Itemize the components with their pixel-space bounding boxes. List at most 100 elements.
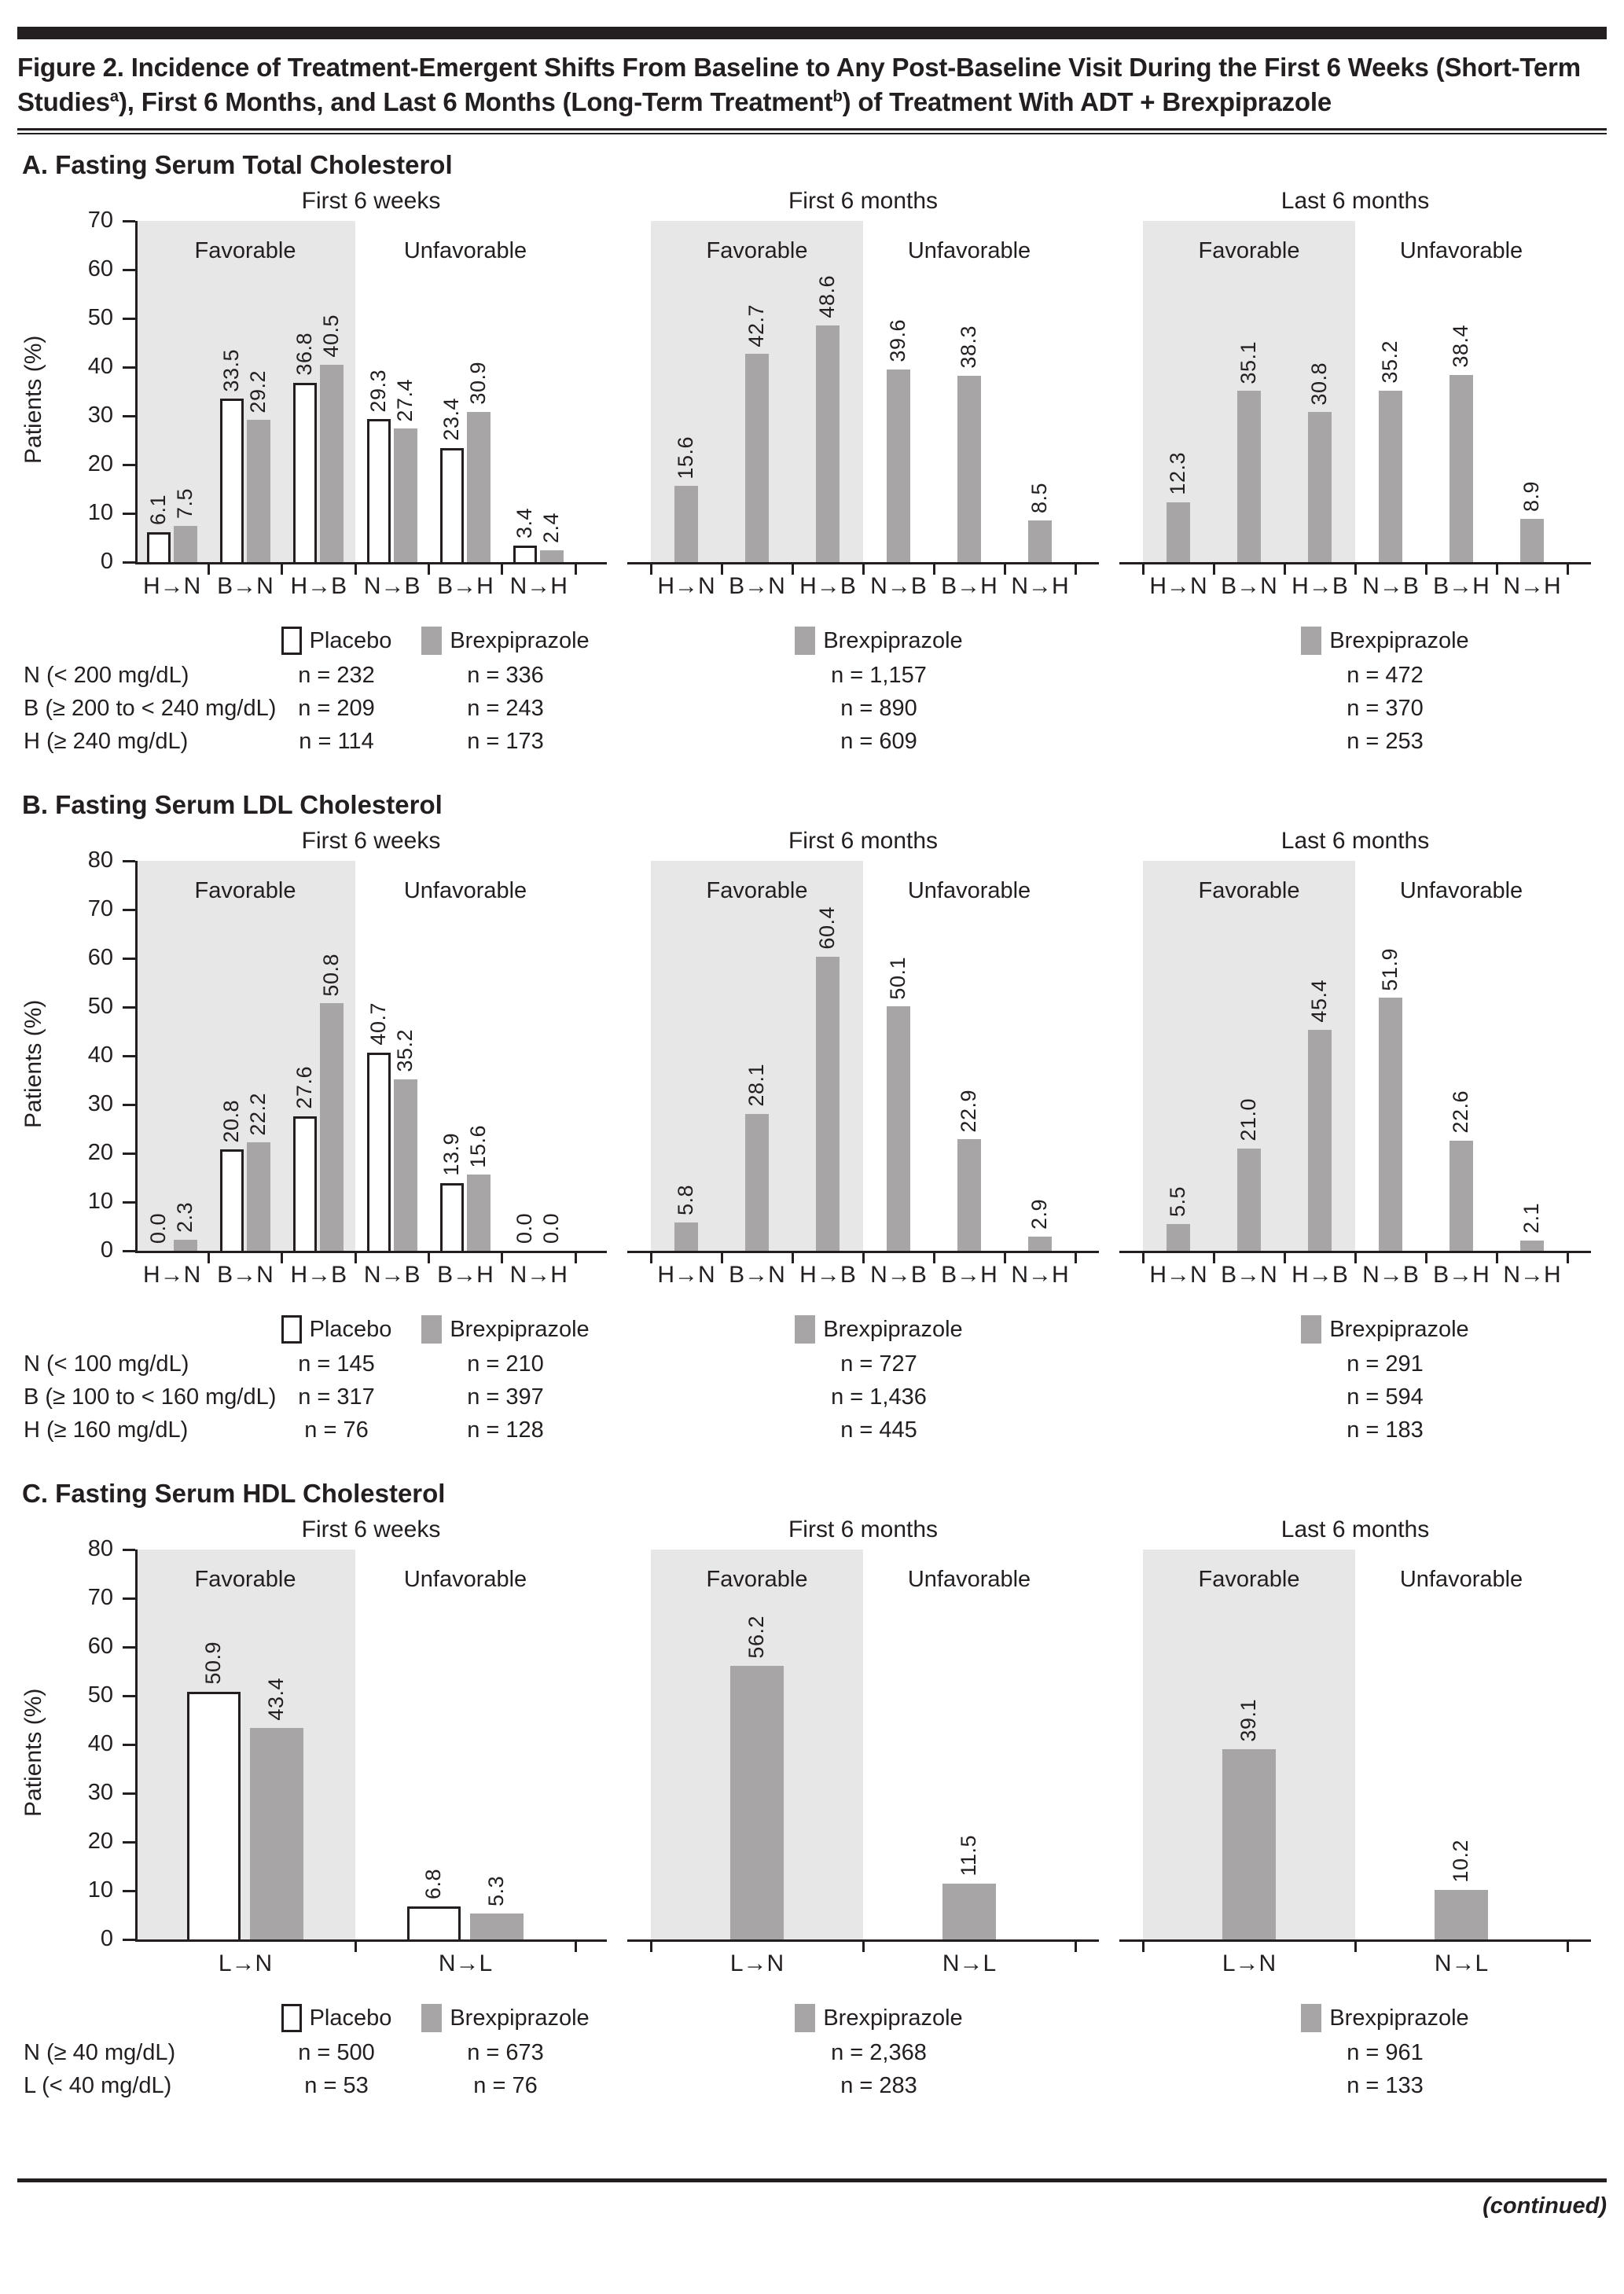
y-axis-tick (123, 1103, 135, 1106)
bar-brexpiprazole (320, 365, 344, 563)
x-axis-tick (791, 564, 794, 575)
bar-value-label: 2.9 (1027, 1199, 1051, 1230)
chart: First 6 weeks Favorable Unfavorable 0 10 20 30… (20, 188, 1607, 606)
legend: Placebo Brexpiprazole Brexpiprazole Brexpip… (17, 2004, 1607, 2111)
footnote-marker-b: b (832, 86, 843, 105)
bar-brexpiprazole (1237, 1148, 1261, 1252)
x-axis-tick (1141, 1942, 1145, 1953)
bar-value-label: 35.1 (1236, 340, 1260, 384)
x-axis-tick (1074, 1942, 1077, 1953)
unfavorable-label: Unfavorable (1399, 878, 1523, 904)
x-category-label: B→N (1221, 1262, 1277, 1289)
legend-n-value: n = 594 (1347, 1384, 1424, 1410)
x-axis-tick (281, 1253, 284, 1264)
x-category-label: B→H (941, 573, 998, 600)
bar-value-label: 29.2 (246, 369, 270, 414)
section-title: Last 6 months (1280, 828, 1430, 855)
legend-n-value: n = 1,157 (831, 663, 927, 689)
x-category-label: B→H (1433, 573, 1490, 600)
bar-brexpiprazole (816, 956, 840, 1252)
x-axis-tick (574, 564, 577, 575)
y-axis-tick-label: 70 (87, 896, 113, 922)
x-category-label: N→B (363, 573, 421, 600)
x-category-label: N→L (1434, 1950, 1489, 1977)
panel-C: C. Fasting Serum HDL Cholesterol First 6 … (17, 1479, 1607, 2111)
bar-brexpiprazole (887, 1006, 910, 1252)
bar-placebo (293, 382, 318, 563)
x-axis-tick (1495, 1253, 1498, 1264)
bar-brexpiprazole (1449, 375, 1473, 563)
bar-brexpiprazole (887, 369, 910, 563)
bar-value-label: 6.1 (145, 494, 170, 526)
bar-value-label: 30.8 (1307, 362, 1331, 406)
y-axis (135, 221, 138, 565)
section-title: Last 6 months (1280, 188, 1430, 215)
bar-placebo (440, 1182, 464, 1252)
x-category-label: N→L (942, 1950, 997, 1977)
y-axis-tick (123, 859, 135, 862)
bar-brexpiprazole (1520, 1241, 1544, 1252)
panel-B: B. Fasting Serum LDL Cholesterol First 6 … (17, 790, 1607, 1455)
chart: First 6 weeks Favorable Unfavorable 0 10 20 30… (20, 828, 1607, 1295)
bar-value-label: 7.5 (172, 487, 197, 519)
x-axis-tick (1074, 1253, 1077, 1264)
bar-value-label: 13.9 (439, 1133, 463, 1176)
legend-series-label: Brexpiprazole (1329, 1316, 1469, 1342)
y-axis-tick-label: 60 (87, 256, 113, 282)
x-category-label: B→N (729, 573, 785, 600)
bar-value-label: 20.8 (219, 1099, 243, 1143)
favorable-label: Favorable (1198, 878, 1300, 904)
brexpiprazole-swatch (795, 2004, 816, 2033)
bar-value-label: 35.2 (1378, 340, 1402, 384)
bar-value-label: 38.4 (1449, 325, 1472, 369)
y-axis-tick-label: 70 (87, 1585, 113, 1611)
x-category-label: H→B (1291, 573, 1348, 600)
bar-value-label: 23.4 (439, 398, 463, 442)
y-axis-tick-label: 60 (87, 1634, 113, 1660)
figure-title: Figure 2. Incidence of Treatment-Emergen… (17, 50, 1607, 119)
legend-n-value: n = 609 (840, 729, 917, 755)
y-axis-tick (123, 1645, 135, 1649)
unfavorable-label: Unfavorable (907, 238, 1031, 264)
plot-area: Favorable Unfavorable 0 10 20 30 40 50 60 70 Patie… (20, 209, 607, 575)
y-axis-tick-label: 20 (87, 1140, 113, 1166)
figure-page: Figure 2. Incidence of Treatment-Emergen… (0, 27, 1624, 2219)
unfavorable-label: Unfavorable (1399, 1567, 1523, 1593)
top-rule (17, 27, 1607, 39)
legend-n-value: n = 76 (473, 2073, 538, 2099)
plot-area: Favorable Unfavorable 56.2 11.5 (627, 1550, 1099, 1953)
brexpiprazole-swatch (421, 627, 443, 656)
legend-n-value: n = 370 (1347, 696, 1424, 722)
legend-n-value: n = 210 (467, 1351, 544, 1377)
legend-item-brexpiprazole: Brexpiprazole (777, 2004, 981, 2033)
legend-n-value: n = 114 (299, 729, 374, 755)
legend-n-value: n = 145 (298, 1351, 375, 1377)
x-category-label: N→H (1503, 1262, 1561, 1289)
plot-area: Favorable Unfavorable 5.8 28.1 60.4 50.1 22.9 2… (627, 861, 1099, 1264)
legend-item-brexpiprazole: Brexpiprazole (1283, 1315, 1487, 1344)
legend-category-label: B (≥ 100 to < 160 mg/dL) (24, 1384, 277, 1410)
favorable-label: Favorable (194, 1567, 296, 1593)
plot-area: Favorable Unfavorable 12.3 35.1 30.8 35.2 38.4… (1119, 221, 1591, 575)
bar-brexpiprazole (1028, 1237, 1052, 1252)
y-axis-tick-label: 50 (87, 1682, 113, 1708)
x-category-label: H→N (142, 573, 201, 600)
x-axis-tick (720, 1253, 723, 1264)
unfavorable-label: Unfavorable (1399, 238, 1523, 264)
legend-item-brexpiprazole: Brexpiprazole (1283, 627, 1487, 656)
favorable-region (135, 221, 355, 563)
panels-container: A. Fasting Serum Total Cholesterol First … (17, 150, 1607, 2111)
chart-section: First 6 weeks Favorable Unfavorable 0 10 20 30… (20, 828, 607, 1288)
bar-brexpiprazole (1379, 390, 1402, 563)
y-axis-tick-label: 40 (87, 354, 113, 380)
y-axis-tick (123, 561, 135, 564)
y-axis-tick-label: 20 (87, 451, 113, 477)
bar-brexpiprazole (250, 1728, 303, 1940)
x-axis-tick (574, 1253, 577, 1264)
x-axis-tick (1212, 1253, 1215, 1264)
bar-brexpiprazole (816, 325, 840, 563)
legend-n-value: n = 890 (840, 696, 917, 722)
legend-n-value: n = 1,436 (831, 1384, 927, 1410)
bar-brexpiprazole (173, 1239, 197, 1252)
y-axis-tick-label: 70 (87, 208, 113, 233)
